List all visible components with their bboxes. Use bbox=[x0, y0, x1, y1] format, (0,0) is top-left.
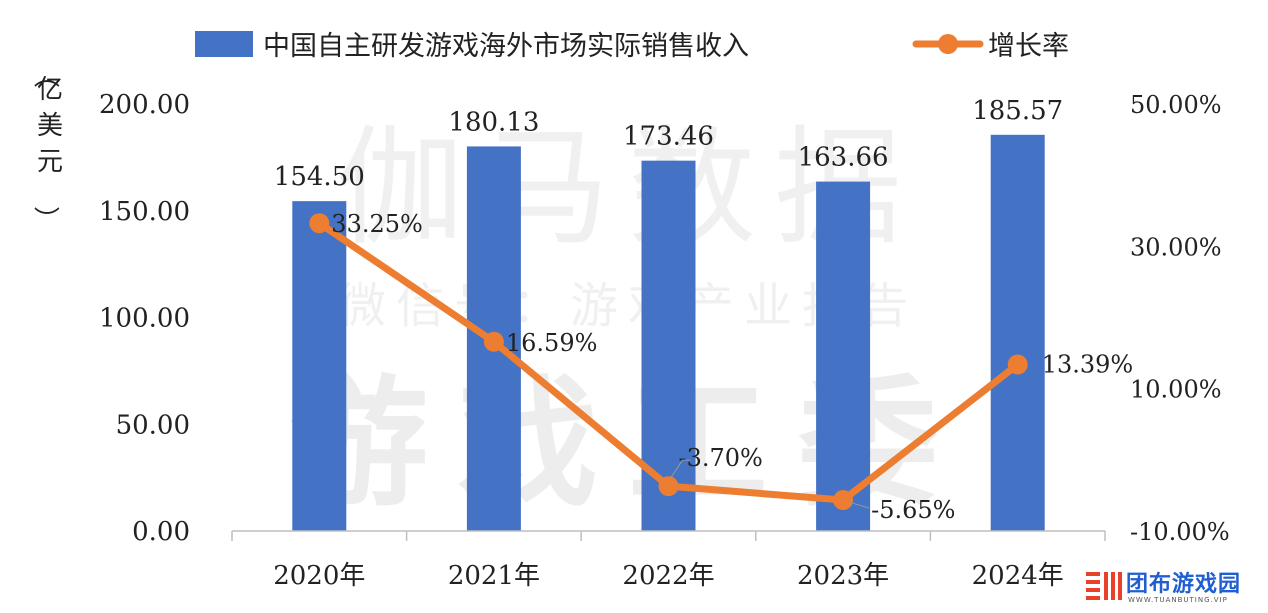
x-tick-label: 2021年 bbox=[448, 561, 540, 591]
y-tick-label: 50.00 bbox=[116, 410, 190, 440]
x-tick-label: 2020年 bbox=[273, 561, 365, 591]
legend: 中国自主研发游戏海外市场实际销售收入 增长率 bbox=[195, 31, 1069, 62]
watermark-text: 伽马数据 bbox=[336, 114, 920, 263]
x-tick-label: 2022年 bbox=[622, 561, 714, 591]
y-tick-label: 100.00 bbox=[99, 304, 190, 334]
line-data-label: 16.59% bbox=[506, 329, 598, 357]
line-series: 33.25% 16.59% -3.70% -5.65% 13.39% bbox=[309, 210, 1133, 524]
axes: 2020年 2021年 2022年 2023年 2024年 0.00 50.00 100.00… bbox=[30, 62, 1230, 591]
bar-data-label: 185.57 bbox=[972, 96, 1063, 126]
legend-swatch-marker bbox=[938, 34, 958, 54]
line-data-label: -3.70% bbox=[679, 444, 763, 472]
line-data-label: -5.65% bbox=[871, 496, 955, 524]
x-tick-label: 2024年 bbox=[972, 561, 1064, 591]
y-tick-label: 0.00 bbox=[132, 517, 190, 547]
bar bbox=[641, 160, 696, 531]
line-point bbox=[483, 331, 504, 352]
y-tick-label: 150.00 bbox=[99, 197, 190, 227]
line-point bbox=[833, 490, 854, 511]
y-tick-label: 200.00 bbox=[99, 90, 190, 120]
label-leader bbox=[848, 501, 870, 509]
y2-tick-label: 10.00% bbox=[1130, 376, 1222, 404]
watermark-text: 微信号：游戏产业报告 bbox=[338, 278, 918, 334]
legend-label: 中国自主研发游戏海外市场实际销售收入 bbox=[263, 31, 749, 62]
y2-tick-label: 50.00% bbox=[1130, 91, 1222, 119]
bar-data-label: 180.13 bbox=[448, 107, 539, 137]
bar-data-label: 154.50 bbox=[274, 162, 365, 192]
brand-mark-icon bbox=[1086, 572, 1122, 600]
line-point bbox=[658, 476, 679, 497]
brand-url: WWW.TUANBUTING.VIP bbox=[1128, 596, 1228, 604]
line-data-label: 13.39% bbox=[1042, 351, 1134, 379]
bar bbox=[816, 181, 871, 531]
x-tick-label: 2023年 bbox=[797, 561, 889, 591]
bar bbox=[990, 134, 1045, 531]
bar-data-label: 163.66 bbox=[798, 143, 889, 173]
y2-tick-label: 30.00% bbox=[1130, 233, 1222, 261]
bar bbox=[292, 201, 347, 531]
line-point bbox=[309, 213, 330, 234]
brand-logo: 团布游戏园 WWW.TUANBUTING.VIP bbox=[1082, 566, 1262, 610]
y-axis-label: （亿美元） bbox=[30, 62, 63, 232]
line-point bbox=[1007, 354, 1028, 375]
line-data-label: 33.25% bbox=[331, 210, 423, 238]
bar-data-label: 173.46 bbox=[623, 122, 714, 152]
legend-swatch-bar bbox=[195, 31, 253, 57]
y2-tick-label: -10.00% bbox=[1130, 518, 1230, 546]
legend-label: 增长率 bbox=[988, 31, 1069, 62]
brand-name: 团布游戏园 bbox=[1126, 572, 1242, 597]
label-leader bbox=[670, 459, 691, 479]
